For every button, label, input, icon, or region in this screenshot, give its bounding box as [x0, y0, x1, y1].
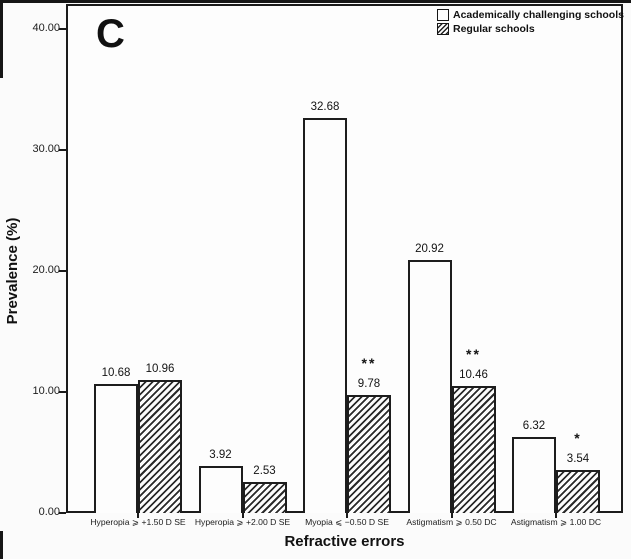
image-crop-border-top — [0, 0, 631, 3]
bar-regular-4 — [556, 470, 600, 513]
image-crop-border-left-top — [0, 0, 3, 78]
bar-regular-2 — [347, 394, 391, 513]
bar-academic-4 — [512, 436, 556, 513]
x-category-label: Astigmatism ⩾ 0.50 DC — [406, 517, 497, 527]
bar-academic-0 — [94, 383, 138, 513]
x-tick-mark — [450, 513, 453, 518]
image-crop-border-left-bottom — [0, 531, 3, 559]
bar-regular-1 — [242, 482, 287, 513]
bar-value-label: 3.54 — [566, 453, 590, 466]
legend-item-academically-challenging: Academically challenging schools — [437, 9, 624, 21]
y-tick-mark — [59, 149, 66, 151]
bar-academic-3 — [407, 259, 452, 513]
y-tick-mark — [59, 512, 66, 514]
x-axis-title: Refractive errors — [284, 533, 405, 550]
legend-swatch-hatched — [437, 23, 449, 35]
legend-swatch-plain — [437, 9, 449, 21]
bar-value-label: 10.68 — [101, 366, 131, 379]
legend: Academically challenging schools Regular… — [437, 9, 624, 37]
bar-value-label: 3.92 — [209, 448, 232, 461]
legend-label: Regular schools — [453, 23, 535, 35]
y-tick-mark — [59, 28, 66, 30]
legend-label: Academically challenging schools — [453, 9, 624, 21]
panel-label: C — [96, 12, 126, 56]
bar-regular-3 — [451, 386, 496, 513]
significance-marker: * — [574, 430, 582, 447]
x-category-label: Myopia ⩽ −0.50 D SE — [305, 517, 389, 527]
bar-value-label: 9.78 — [357, 377, 381, 390]
bar-value-label: 10.46 — [459, 369, 488, 382]
bar-value-label: 20.92 — [415, 242, 444, 255]
y-tick-label: 10.00 — [32, 385, 60, 397]
bar-academic-1 — [198, 465, 243, 513]
y-tick-label: 30.00 — [32, 143, 60, 155]
y-tick-mark — [59, 270, 66, 272]
x-tick-mark — [137, 513, 139, 518]
x-tick-mark — [346, 513, 348, 518]
bar-value-label: 32.68 — [310, 100, 340, 113]
y-tick-mark — [59, 391, 66, 393]
bar-value-label: 10.96 — [145, 363, 175, 376]
y-tick-label: 20.00 — [32, 264, 60, 276]
x-category-label: Hyperopia ⩾ +1.50 D SE — [90, 517, 186, 527]
bar-regular-0 — [138, 380, 182, 513]
bar-value-label: 6.32 — [522, 419, 546, 432]
y-tick-label: 0.00 — [38, 506, 60, 518]
significance-marker: ** — [361, 354, 377, 371]
legend-item-regular-schools: Regular schools — [437, 23, 624, 35]
bar-academic-2 — [303, 117, 347, 513]
x-tick-mark — [241, 513, 244, 518]
x-category-label: Hyperopia ⩾ +2.00 D SE — [194, 517, 291, 527]
bar-value-label: 2.53 — [253, 465, 276, 478]
x-tick-mark — [555, 513, 557, 518]
significance-marker: ** — [466, 346, 481, 363]
x-category-label: Astigmatism ⩾ 1.00 DC — [510, 517, 602, 527]
y-tick-label: 40.00 — [32, 22, 60, 34]
